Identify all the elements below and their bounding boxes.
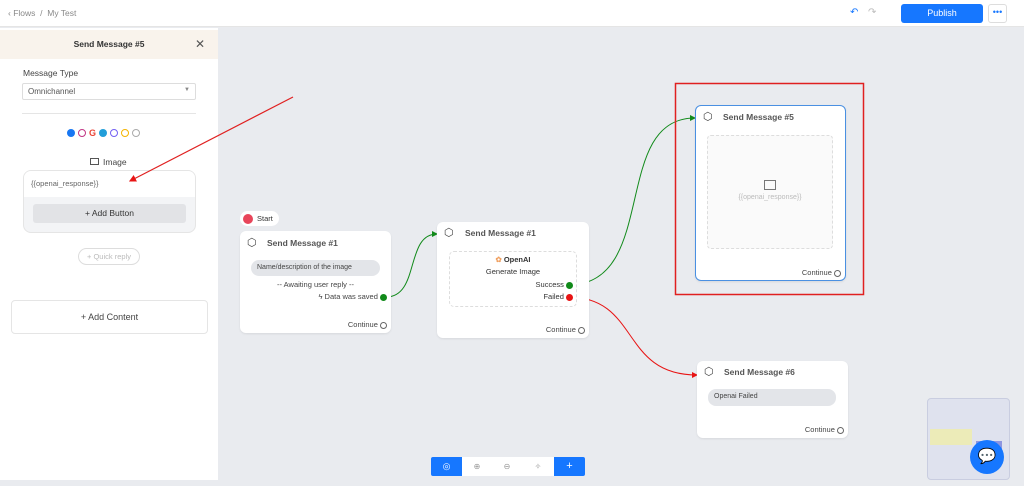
message-text: Openai Failed (708, 389, 836, 406)
add-node-icon[interactable]: + (554, 457, 585, 476)
undo-icon[interactable]: ↶ (850, 7, 859, 18)
start-label: Start (257, 214, 273, 223)
edge-success-node5 (567, 115, 696, 286)
breadcrumb-separator: / (40, 8, 43, 18)
close-icon[interactable]: ✕ (195, 37, 206, 51)
openai-icon: ✿ (495, 255, 504, 264)
messenger-icon[interactable] (67, 129, 75, 137)
publish-button[interactable]: Publish (901, 4, 983, 23)
message-type-select[interactable]: Omnichannel ▼ (22, 83, 196, 100)
continue-handle[interactable] (837, 426, 844, 434)
continue-label: Continue (347, 320, 378, 329)
continue-handle[interactable] (380, 321, 387, 329)
openai-block: ✿ OpenAI Generate Image Success Failed (449, 251, 577, 307)
success-label: Success (535, 280, 564, 289)
node-icon: ⬡ (444, 227, 454, 239)
top-bar (0, 0, 1024, 27)
breadcrumb: ‹ Flows / My Test (8, 8, 76, 18)
image-label: Image (103, 157, 127, 167)
node-icon: ⬡ (704, 366, 714, 378)
continue-output: Continue (546, 325, 585, 334)
google-icon[interactable]: G (89, 128, 97, 138)
more-options-button[interactable]: ••• (988, 4, 1007, 23)
add-content-label: Add Content (88, 312, 139, 322)
service-name: OpenAI (503, 255, 531, 264)
continue-output: Continue (802, 268, 841, 277)
action-name: Generate Image (485, 267, 541, 276)
start-badge: Start (240, 211, 279, 226)
node-send-message-openai[interactable]: ⬡ Send Message #1 ✿ OpenAI Generate Imag… (437, 222, 589, 338)
failed-label: Failed (543, 292, 564, 301)
viber-icon[interactable] (110, 129, 119, 137)
message-type-value: Omnichannel (28, 87, 76, 96)
breadcrumb-flows[interactable]: Flows (13, 8, 36, 18)
node-send-message-5[interactable]: ⬡ Send Message #5 {{openai_response}} Co… (695, 105, 846, 281)
data-saved-output: ϟ Data was saved (318, 292, 387, 301)
play-icon (243, 213, 253, 224)
sms-icon[interactable] (121, 129, 130, 137)
panel-header: Send Message #5 (0, 30, 218, 59)
zoom-out-icon[interactable]: ⊖ (503, 462, 511, 471)
image-url-input[interactable]: {{openai_response}} (24, 171, 195, 197)
image-variable-text: {{openai_response}} (738, 194, 802, 201)
continue-handle[interactable] (578, 326, 585, 334)
canvas-toolbar: ◎ ⊕ ⊖ ✧ + (431, 457, 585, 476)
message-type-label: Message Type (23, 68, 79, 78)
node-send-message-6[interactable]: ⬡ Send Message #6 Openai Failed Continue (697, 361, 848, 438)
telegram-icon[interactable] (99, 129, 108, 137)
continue-handle[interactable] (834, 269, 841, 277)
continue-label: Continue (804, 425, 835, 434)
success-output: Success (450, 280, 576, 289)
node-title: Send Message #6 (724, 367, 795, 377)
instagram-icon[interactable] (78, 129, 86, 137)
highlight-box (674, 82, 865, 296)
node-input-prompt: Name/description of the image (251, 260, 380, 276)
output-handle[interactable] (380, 293, 387, 301)
continue-label: Continue (545, 325, 576, 334)
zoom-in-icon[interactable]: ⊕ (473, 462, 481, 471)
image-preview: {{openai_response}} (707, 135, 833, 249)
panel-title: Send Message #5 (73, 39, 145, 49)
breadcrumb-flow-name: My Test (47, 8, 77, 18)
node-title: Send Message #1 (267, 238, 338, 248)
auto-layout-icon[interactable]: ✧ (534, 462, 542, 471)
add-button[interactable]: + Add Button (33, 204, 186, 223)
failed-handle[interactable] (566, 293, 573, 301)
failed-output: Failed (450, 292, 576, 301)
back-link[interactable]: ‹ Flows (8, 8, 36, 18)
node-title: Send Message #5 (723, 112, 794, 122)
edge-failed-node6 (567, 296, 698, 378)
data-saved-label: Data was saved (324, 292, 378, 301)
preview-eye-icon[interactable]: ◎ (431, 457, 462, 476)
image-icon (764, 180, 776, 190)
chat-support-icon[interactable]: 💬 (970, 440, 1004, 474)
channel-icons: G (67, 128, 141, 138)
quick-reply-button[interactable]: + Quick reply (78, 248, 140, 265)
chevron-down-icon: ▼ (184, 87, 190, 93)
continue-output: Continue (348, 320, 387, 329)
node-title: Send Message #1 (465, 228, 536, 238)
node-icon: ⬡ (703, 111, 713, 123)
lightning-icon: ϟ (318, 292, 325, 301)
node-send-message-1[interactable]: ⬡ Send Message #1 Name/description of th… (240, 231, 391, 333)
image-section-label: Image (90, 157, 127, 167)
continue-output: Continue (805, 425, 844, 434)
redo-icon[interactable]: ↷ (868, 7, 877, 18)
success-handle[interactable] (566, 281, 573, 289)
minimap-viewport[interactable] (930, 429, 972, 445)
edge-node1-node2 (385, 231, 438, 298)
node-icon: ⬡ (247, 237, 257, 249)
chat-icon[interactable] (132, 129, 141, 137)
image-content-card: {{openai_response}} + Add Button (23, 170, 196, 233)
divider (22, 113, 196, 114)
awaiting-reply-text: -- Awaiting user reply -- (277, 280, 354, 289)
continue-label: Continue (801, 268, 832, 277)
image-icon (90, 158, 99, 165)
add-content-button[interactable]: + Add Content (11, 300, 208, 334)
plus-icon: + (80, 312, 89, 322)
annotation-arrow (128, 96, 294, 182)
